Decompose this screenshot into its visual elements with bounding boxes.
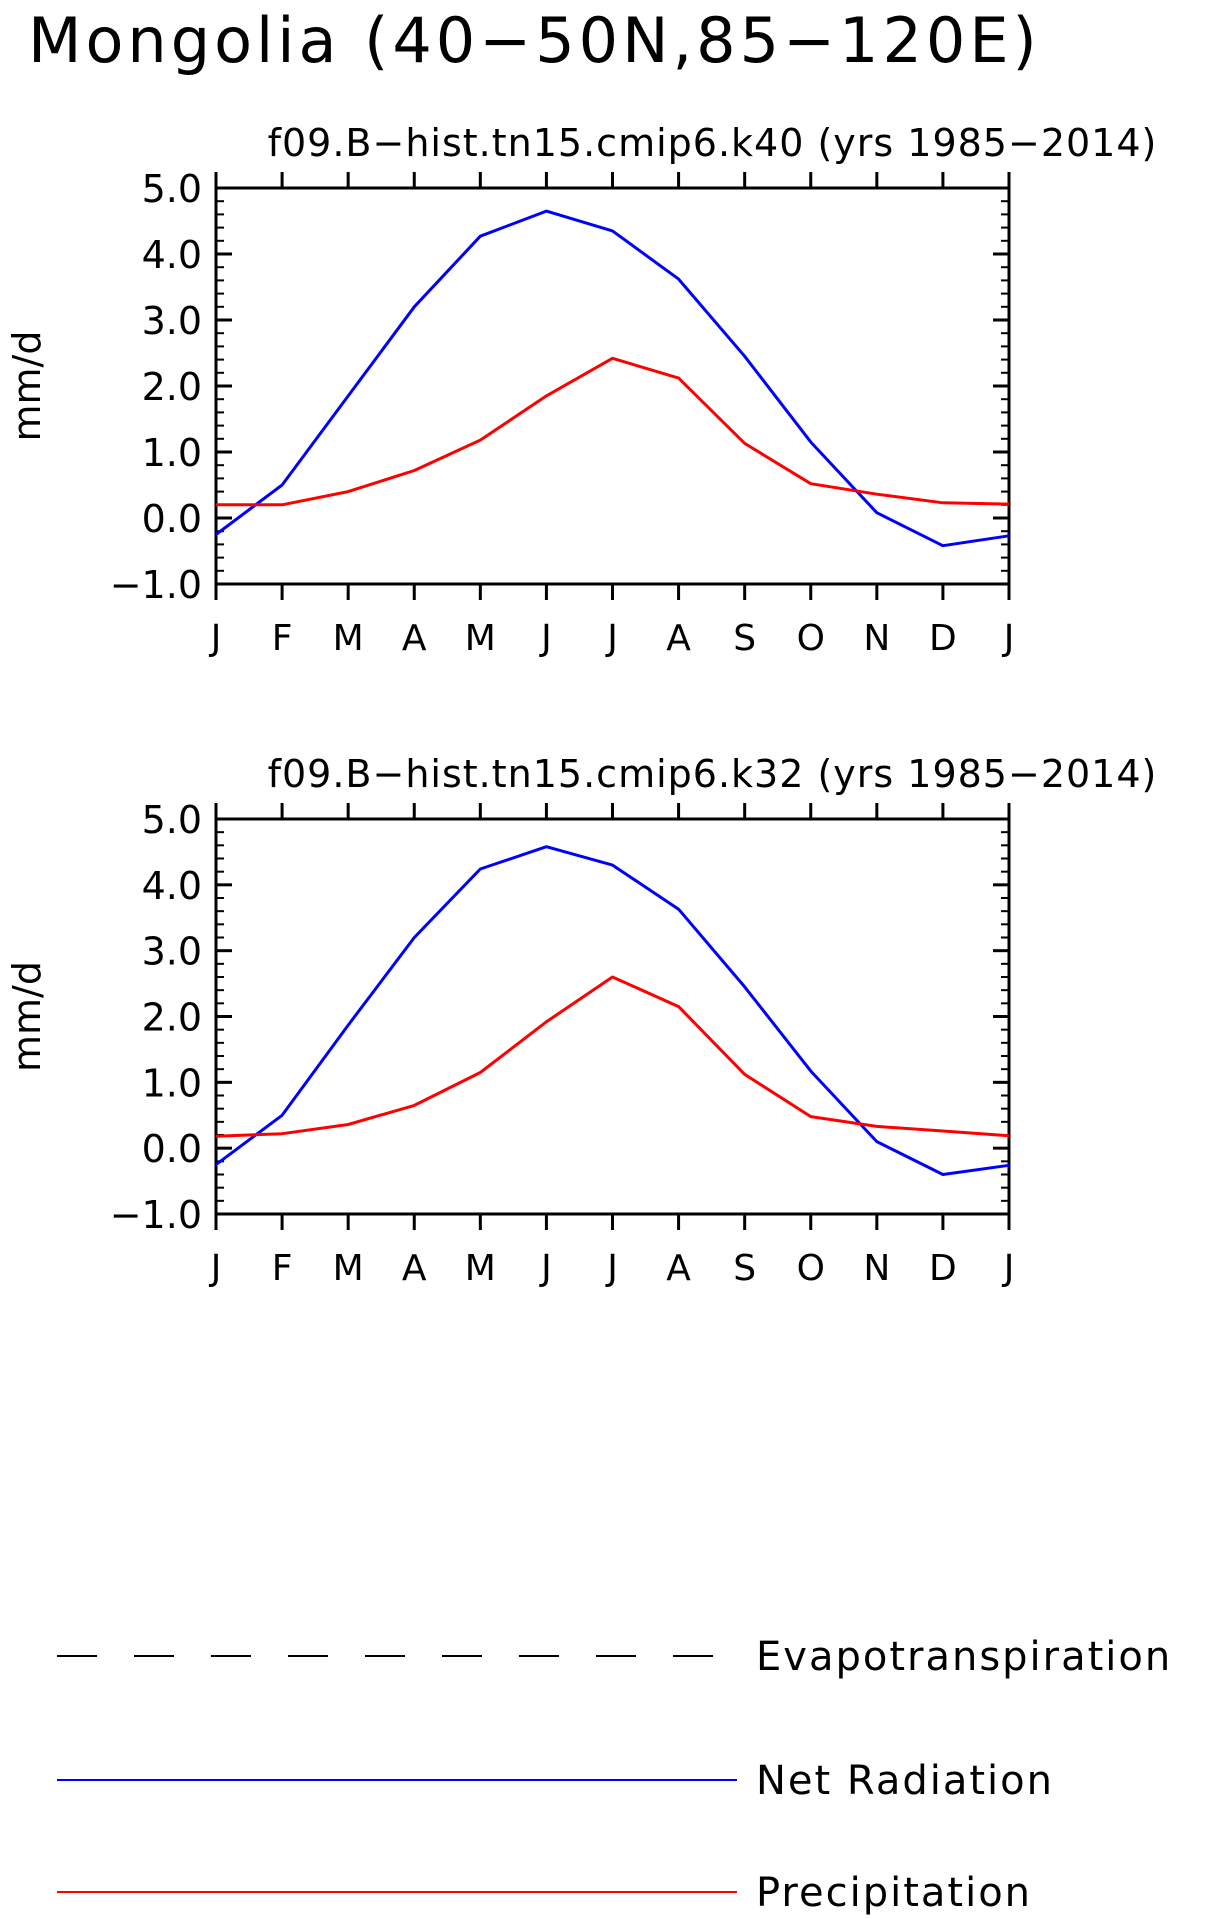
figure-title: Mongolia (40−50N,85−120E) (28, 4, 1041, 77)
x-tick-label: D (929, 618, 957, 659)
legend: Evapotranspiration Net Radiation Precipita… (57, 1634, 1172, 1916)
x-tick-label: O (797, 1248, 825, 1289)
x-tick-label: J (539, 618, 552, 659)
x-tick-label: N (863, 618, 890, 659)
y-tick-label: 2.0 (142, 996, 202, 1040)
x-tick-label: A (666, 618, 691, 659)
x-tick-label: M (465, 618, 496, 659)
y-tick-label: 1.0 (142, 431, 202, 475)
x-tick-label: J (1002, 618, 1015, 659)
x-tick-label: A (402, 618, 427, 659)
x-tick-label: M (333, 1248, 364, 1289)
y-axis-label: mm/d (5, 961, 49, 1072)
y-tick-label: 4.0 (142, 864, 202, 908)
chart-panel-2: f09.B−hist.tn15.cmip6.k32 (yrs 1985−2014… (5, 752, 1158, 1289)
series-line-precipitation (216, 356, 1010, 507)
series-line-net-radiation (215, 209, 1010, 548)
y-tick-label: 5.0 (142, 167, 202, 211)
y-tick-label: 3.0 (142, 930, 202, 974)
x-tick-label: F (272, 618, 293, 659)
legend-label: Evapotranspiration (756, 1634, 1172, 1680)
y-tick-label: 0.0 (142, 1127, 202, 1171)
x-tick-label: J (1002, 1248, 1015, 1289)
y-tick-label: 0.0 (142, 497, 202, 541)
legend-label: Net Radiation (756, 1758, 1054, 1804)
x-tick-label: S (733, 1248, 756, 1289)
y-tick-label: 1.0 (142, 1061, 202, 1105)
series-line-precipitation (215, 975, 1010, 1138)
y-tick-label: −1.0 (110, 1193, 202, 1237)
chart-title: f09.B−hist.tn15.cmip6.k32 (yrs 1985−2014… (268, 752, 1158, 796)
y-tick-label: −1.0 (110, 563, 202, 607)
x-tick-label: J (209, 1248, 222, 1289)
x-tick-label: J (605, 618, 618, 659)
chart-title: f09.B−hist.tn15.cmip6.k40 (yrs 1985−2014… (268, 121, 1158, 165)
x-tick-label: M (333, 618, 364, 659)
y-tick-label: 4.0 (142, 233, 202, 277)
x-tick-label: J (209, 618, 222, 659)
chart-panel-1: f09.B−hist.tn15.cmip6.k40 (yrs 1985−2014… (5, 121, 1158, 659)
x-tick-label: A (666, 1248, 691, 1289)
x-tick-label: J (605, 1248, 618, 1289)
x-tick-label: M (465, 1248, 496, 1289)
y-tick-label: 3.0 (142, 299, 202, 343)
x-tick-label: S (733, 618, 756, 659)
y-tick-label: 2.0 (142, 365, 202, 409)
plot-frame (214, 186, 1011, 586)
legend-label: Precipitation (756, 1870, 1032, 1916)
x-tick-label: O (797, 618, 825, 659)
x-tick-label: A (402, 1248, 427, 1289)
x-tick-label: F (272, 1248, 293, 1289)
y-tick-label: 5.0 (142, 798, 202, 842)
series-line-net-radiation (215, 845, 1010, 1176)
x-tick-label: N (863, 1248, 890, 1289)
x-tick-label: D (929, 1248, 957, 1289)
plot-frame (214, 817, 1011, 1216)
y-axis-label: mm/d (5, 331, 49, 442)
x-tick-label: J (539, 1248, 552, 1289)
